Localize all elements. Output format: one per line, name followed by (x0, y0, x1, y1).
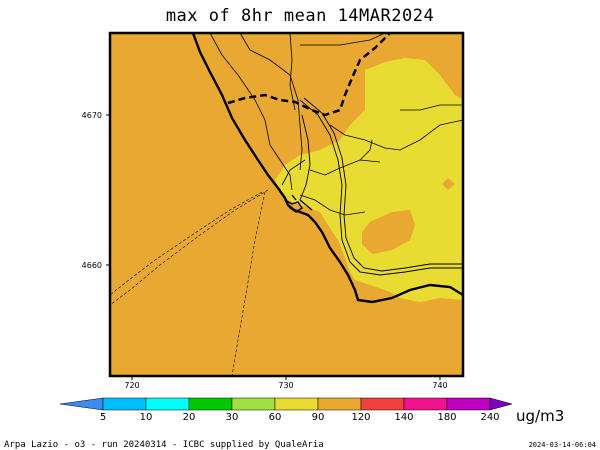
river-lines (299, 97, 463, 276)
colorbar-level-label: 10 (140, 412, 153, 423)
colorbar-segment (317, 397, 362, 411)
colorbar-segment (102, 397, 147, 411)
colorbar-level-label: 240 (480, 412, 499, 423)
colorbar-level-label: 30 (226, 412, 239, 423)
map-title: max of 8hr mean 14MAR2024 (165, 6, 435, 26)
colorbar-segment (188, 397, 233, 411)
y-tick-label: 4660 (82, 261, 102, 270)
axis-ticks (106, 114, 441, 380)
colorbar (59, 397, 513, 411)
y-tick-label: 4670 (82, 111, 102, 120)
x-tick-label: 720 (124, 381, 139, 390)
colorbar-segment (446, 397, 491, 411)
coastline (191, 32, 464, 304)
footer-credits: Arpa Lazio - o3 - run 20240314 - ICBC su… (4, 440, 324, 450)
x-tick-label: 740 (432, 381, 447, 390)
colorbar-level-label: 90 (312, 412, 325, 423)
colorbar-level-label: 180 (437, 412, 456, 423)
colorbar-high-arrow (489, 397, 513, 411)
colorbar-level-label: 5 (100, 412, 106, 423)
colorbar-segment (274, 397, 319, 411)
footer-timestamp: 2024-03-14-06:04 (528, 441, 596, 449)
admin-boundaries (209, 32, 464, 216)
river-delta (284, 194, 313, 213)
colorbar-segment (231, 397, 276, 411)
x-tick-label: 730 (278, 381, 293, 390)
colorbar-low-arrow (59, 397, 104, 411)
colorbar-unit: ug/m3 (516, 407, 565, 425)
orange-patch-south (362, 210, 415, 254)
yellow-zone (275, 58, 463, 302)
regional-border (227, 32, 391, 117)
maritime-lines (109, 189, 269, 377)
colorbar-level-label: 120 (351, 412, 370, 423)
orange-patch-east (442, 178, 455, 190)
colorbar-level-label: 60 (269, 412, 282, 423)
colorbar-segment (145, 397, 190, 411)
colorbar-segment (360, 397, 405, 411)
colorbar-level-label: 20 (183, 412, 196, 423)
colorbar-level-label: 140 (394, 412, 413, 423)
colorbar-segment (403, 397, 448, 411)
